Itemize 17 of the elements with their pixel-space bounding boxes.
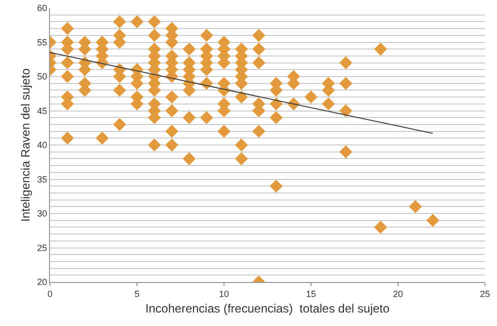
- y-tick-label: 25: [37, 242, 48, 253]
- y-tick-label: 55: [37, 37, 48, 48]
- y-tick-label: 20: [37, 277, 48, 288]
- y-tick-label: 40: [37, 140, 48, 150]
- x-tick-label: 10: [218, 288, 230, 299]
- x-tick-label: 20: [392, 288, 404, 299]
- y-tick-label: 60: [37, 3, 48, 14]
- y-tick-label: 30: [37, 208, 48, 219]
- y-tick-label: 50: [37, 72, 48, 82]
- x-tick-label: 25: [480, 288, 490, 299]
- y-tick-label: 45: [37, 106, 48, 116]
- x-tick-label: 0: [47, 288, 53, 299]
- x-axis-title: Incoherencias (frecuencias) totales del sujeto: [145, 302, 390, 316]
- y-axis-title: Inteligencia Raven del sujeto: [18, 68, 32, 222]
- y-tick-label: 35: [37, 174, 48, 184]
- x-tick-label: 5: [134, 288, 140, 299]
- x-tick-label: 15: [306, 288, 316, 299]
